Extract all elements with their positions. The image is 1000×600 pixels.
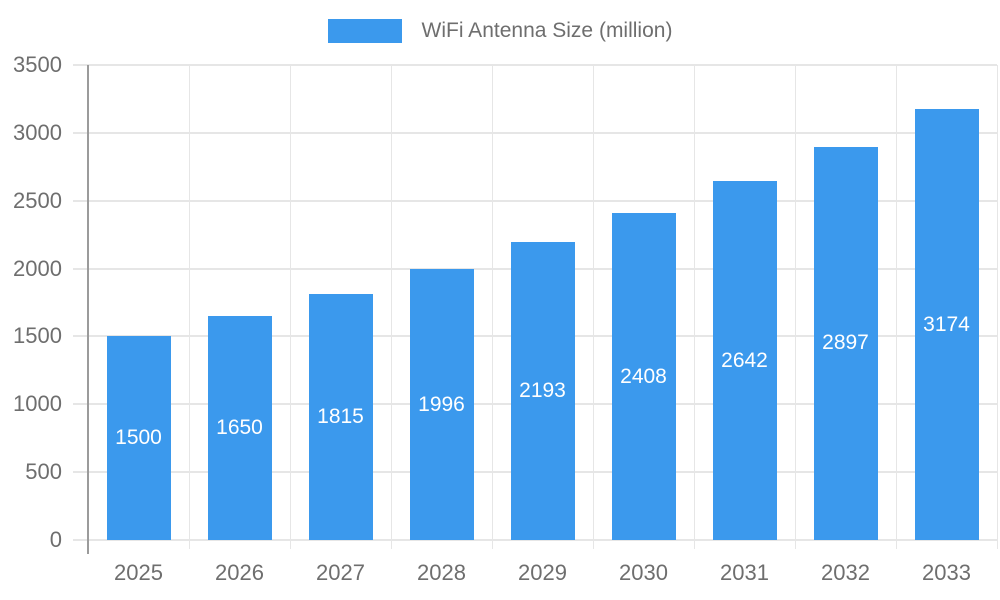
- x-axis-tick-label: 2026: [215, 560, 264, 585]
- y-axis-tick-label: 1000: [13, 391, 62, 417]
- y-gridline: [73, 131, 997, 134]
- bar-value-label: 1815: [317, 404, 364, 428]
- y-axis-tick-label: 2000: [13, 255, 62, 281]
- bar-value-label: 2193: [519, 379, 566, 403]
- y-axis-tick-label: 500: [25, 459, 62, 485]
- x-gridline: [593, 65, 594, 540]
- x-axis-tick-label: 2029: [518, 560, 567, 585]
- x-axis-tick-label: 2030: [619, 560, 668, 585]
- x-axis-tick: [997, 540, 998, 549]
- x-axis-tick-label: 2033: [922, 560, 971, 585]
- bar: 3174: [914, 109, 979, 540]
- bar-value-label: 1650: [216, 416, 263, 440]
- x-gridline: [290, 65, 291, 540]
- bar: 2642: [712, 181, 777, 540]
- x-gridline: [391, 65, 392, 540]
- x-axis-tick-label: 2025: [114, 560, 163, 585]
- x-axis-tick: [593, 540, 594, 549]
- x-axis-tick: [694, 540, 695, 549]
- bar: 2897: [813, 146, 878, 540]
- x-axis-tick: [896, 540, 897, 549]
- bar: 1650: [207, 316, 272, 540]
- y-axis-tick-label: 1500: [13, 323, 62, 349]
- bar-value-label: 1996: [418, 392, 465, 416]
- x-axis-tick: [391, 540, 392, 549]
- x-axis-tick-label: 2027: [316, 560, 365, 585]
- x-axis-tick: [290, 540, 291, 549]
- chart-legend[interactable]: WiFi Antenna Size (million): [0, 16, 1000, 46]
- x-axis-tick: [189, 540, 190, 549]
- x-gridline: [795, 65, 796, 540]
- bar-value-label: 2897: [822, 331, 869, 355]
- bar: 2408: [611, 213, 676, 540]
- x-axis-tick: [492, 540, 493, 549]
- y-gridline: [73, 199, 997, 202]
- y-gridline: [73, 539, 997, 541]
- bar-value-label: 2408: [620, 364, 667, 388]
- bar: 1996: [409, 269, 474, 540]
- x-axis-tick: [795, 540, 796, 549]
- y-axis-tick-label: 3000: [13, 119, 62, 145]
- x-gridline: [997, 65, 998, 540]
- legend-swatch-icon: [327, 19, 402, 43]
- bar-value-label: 1500: [115, 426, 162, 450]
- x-gridline: [492, 65, 493, 540]
- y-axis-tick-label: 2500: [13, 187, 62, 213]
- x-gridline: [189, 65, 190, 540]
- x-axis-tick-label: 2031: [720, 560, 769, 585]
- bar-value-label: 2642: [721, 348, 768, 372]
- x-axis-tick-label: 2032: [821, 560, 870, 585]
- x-gridline: [896, 65, 897, 540]
- x-gridline: [694, 65, 695, 540]
- x-axis-tick-label: 2028: [417, 560, 466, 585]
- y-axis-line: [87, 65, 89, 554]
- y-axis-tick-label: 0: [49, 527, 62, 552]
- bar: 1500: [106, 336, 171, 540]
- bar: 1815: [308, 293, 373, 540]
- y-axis-tick-label: 3500: [13, 52, 62, 77]
- bar: 2193: [510, 242, 575, 540]
- bar-value-label: 3174: [923, 312, 970, 336]
- legend-label: WiFi Antenna Size (million): [421, 19, 673, 42]
- y-gridline: [73, 64, 997, 66]
